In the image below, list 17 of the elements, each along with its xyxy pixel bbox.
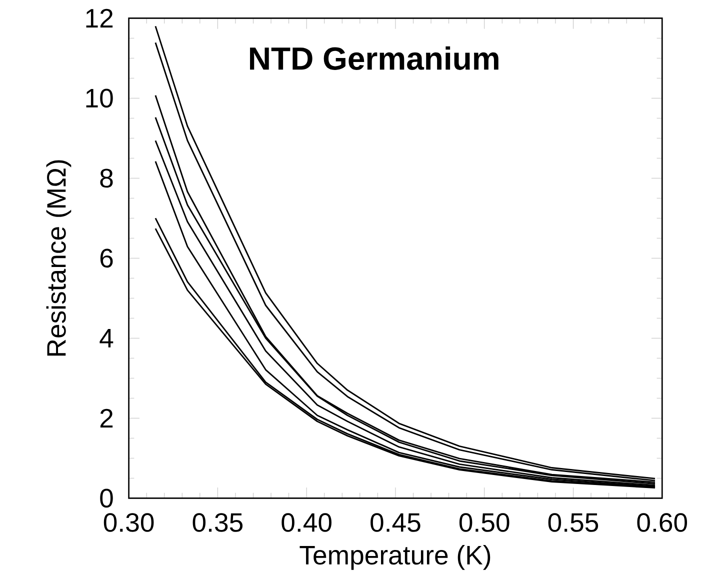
y-tick-label: 2 (100, 409, 113, 428)
y-tick-label: 0 (100, 488, 113, 508)
x-tick-label: 0.35 (192, 513, 243, 532)
text: NTD Germanium (250, 46, 498, 70)
y-axis-title: Resistance (MΩ) (46, 160, 72, 356)
x-axis-title: Temperature (K) (300, 545, 490, 570)
y-tick-label: 12 (86, 9, 113, 28)
y-tick-label: 10 (86, 88, 113, 108)
x-tick-label: 0.30 (104, 513, 154, 532)
x-tick-label: 0.55 (548, 513, 598, 532)
y-tick-label: 4 (100, 329, 114, 348)
x-tick-label: 0.40 (282, 513, 332, 532)
y-tick-label: 8 (100, 168, 113, 188)
x-tick-label: 0.60 (637, 513, 688, 532)
y-tick-label: 6 (100, 248, 113, 268)
x-tick-label: 0.45 (370, 513, 420, 532)
x-tick-label: 0.50 (459, 513, 510, 532)
